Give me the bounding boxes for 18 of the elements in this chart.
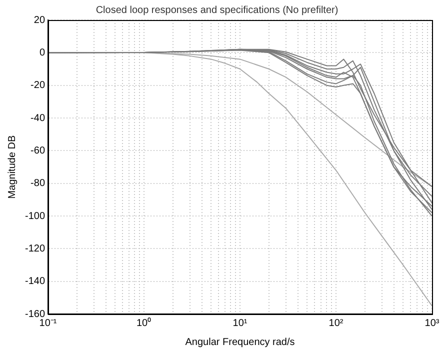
y-tick-label: -60 — [30, 145, 46, 156]
x-tick-label: 10³ — [424, 318, 440, 329]
y-tick-label: 0 — [39, 47, 46, 58]
x-axis-title: Angular Frequency rad/s — [185, 336, 295, 348]
y-axis-title: Magnitude DB — [6, 134, 18, 199]
x-tick-label: 10² — [328, 318, 344, 329]
y-tick-label: -120 — [25, 243, 46, 254]
y-tick-label: -20 — [30, 80, 46, 92]
y-tick-label: -100 — [25, 210, 46, 222]
y-tick-label: -40 — [30, 112, 46, 124]
x-tick-label: 10⁰ — [136, 316, 152, 329]
y-tick-label: 20 — [34, 14, 46, 26]
y-tick-label: -160 — [25, 308, 46, 320]
chart-title: Closed loop responses and specifications (No prefilter) — [96, 4, 338, 16]
x-tick-label: 10⁻¹ — [39, 318, 58, 329]
x-tick-label: 10¹ — [232, 318, 248, 329]
y-tick-label: -140 — [25, 276, 46, 288]
y-tick-label: -80 — [30, 178, 46, 190]
